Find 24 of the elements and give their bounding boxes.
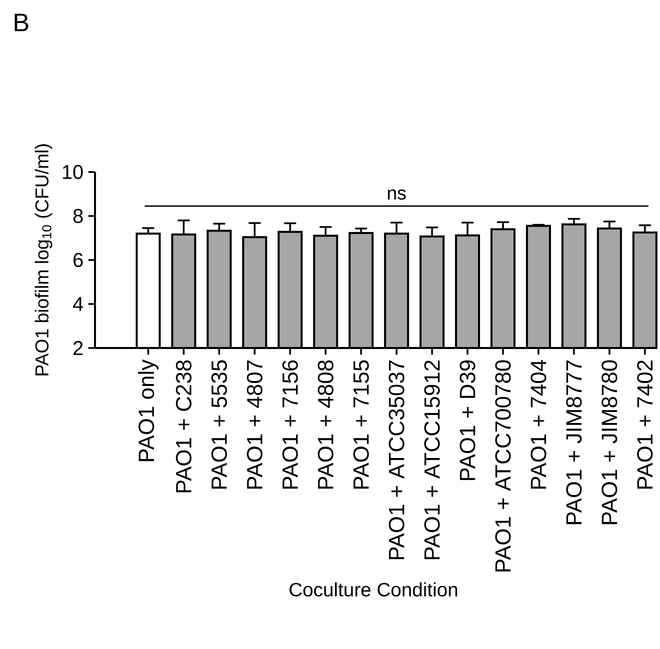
y-axis-title: PAO1 biofilm log$_{10}$ (CFU/ml) (34, 144, 52, 376)
x-axis-title: Coculture Condition (290, 582, 458, 597)
y-tick-label: 10 (62, 164, 83, 180)
x-tick-label: PAO1 + 4808 (318, 360, 334, 489)
y-tick-label: 2 (74, 341, 83, 355)
ref-line-label: ns (388, 189, 406, 200)
text: B (14, 14, 28, 32)
x-tick-label: PAO1 + 7155 (353, 360, 369, 489)
x-tick-label: PAO1 + D39 (460, 360, 476, 480)
x-tick-label: PAO1 + JIM8780 (602, 360, 618, 524)
x-tick-label: PAO1 + 7404 (530, 360, 546, 489)
x-tick-label: PAO1 + ATCC35037 (388, 360, 404, 560)
x-tick-label: PAO1 + 7402 (637, 360, 653, 489)
x-tick-label: PAO1 + C238 (176, 360, 192, 492)
x-tick-label: PAO1 + 7156 (282, 360, 298, 489)
x-tick-label: PAO1 + 5535 (211, 360, 227, 489)
x-tick-label: PAO1 only (138, 359, 158, 462)
y-tick-label: 4 (72, 297, 84, 311)
y-tick-label: 6 (74, 252, 83, 268)
y-tick-label: 8 (73, 208, 83, 224)
x-tick-label: PAO1 + ATCC15912 (424, 360, 440, 560)
x-tick-label: PAO1 + 4807 (246, 360, 262, 489)
x-tick-label: PAO1 + JIM8777 (566, 360, 582, 524)
x-tick-label: PAO1 + ATCC700780 (495, 360, 511, 572)
